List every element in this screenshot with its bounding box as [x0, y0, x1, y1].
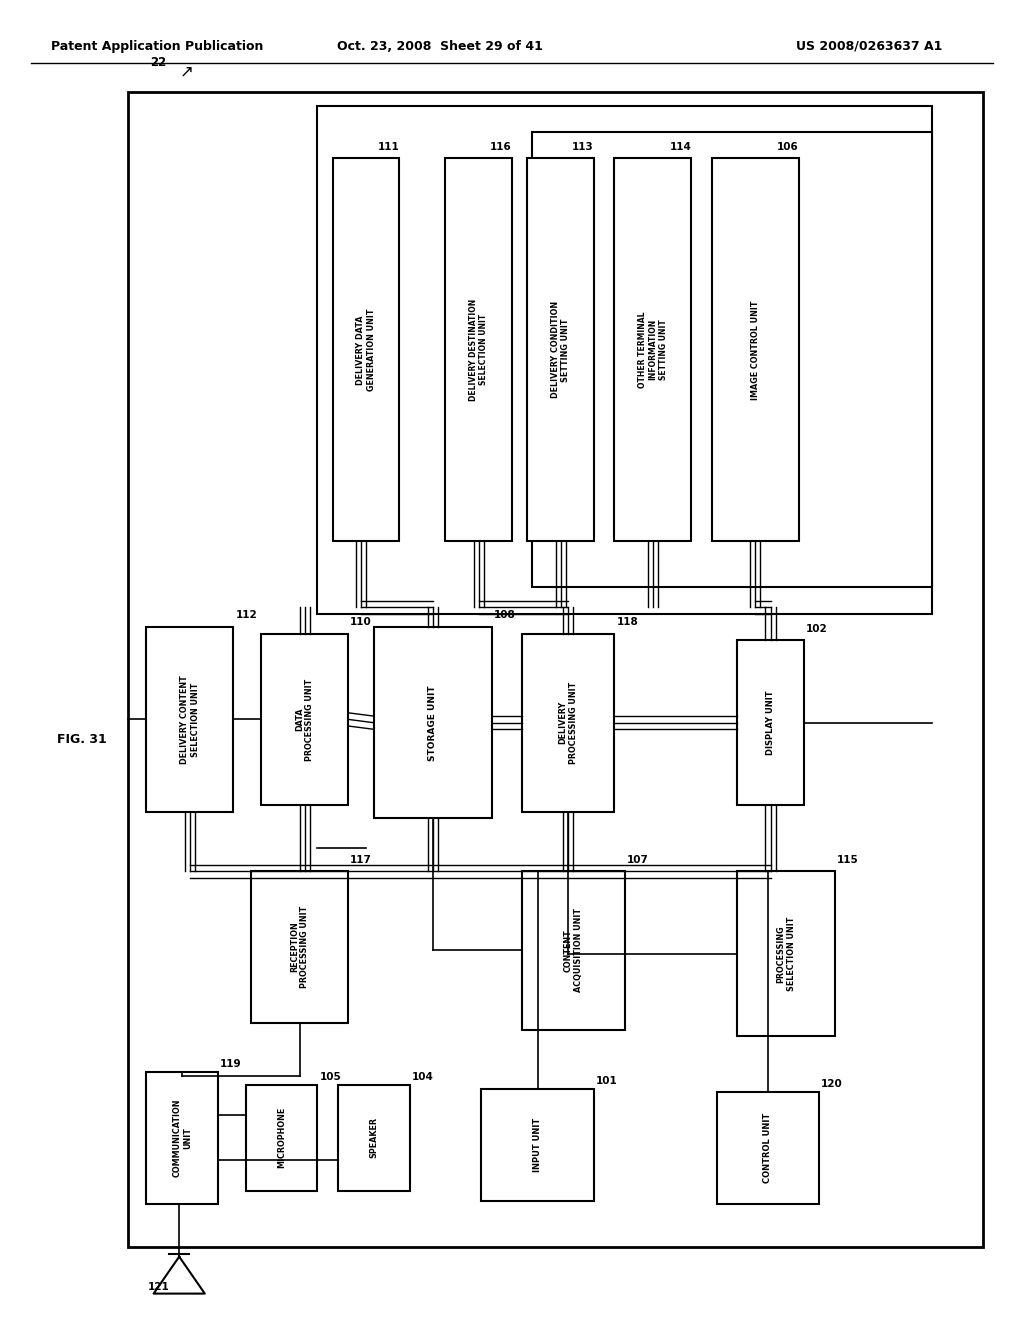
Text: 116: 116 [490, 141, 512, 152]
Text: 115: 115 [837, 854, 858, 865]
FancyBboxPatch shape [251, 871, 348, 1023]
FancyBboxPatch shape [338, 1085, 410, 1191]
Text: STORAGE UNIT: STORAGE UNIT [428, 685, 437, 760]
Text: Patent Application Publication: Patent Application Publication [51, 40, 263, 53]
FancyBboxPatch shape [374, 627, 492, 818]
FancyBboxPatch shape [146, 627, 233, 812]
FancyBboxPatch shape [246, 1085, 317, 1191]
FancyBboxPatch shape [532, 132, 932, 587]
Text: DELIVERY
PROCESSING UNIT: DELIVERY PROCESSING UNIT [559, 681, 578, 764]
FancyBboxPatch shape [317, 106, 932, 614]
Text: 114: 114 [670, 141, 691, 152]
Text: DATA
PROCESSING UNIT: DATA PROCESSING UNIT [295, 678, 314, 760]
Text: CONTROL UNIT: CONTROL UNIT [764, 1113, 772, 1183]
FancyBboxPatch shape [445, 158, 512, 541]
Text: 22: 22 [151, 55, 167, 69]
Text: MICROPHONE: MICROPHONE [278, 1107, 286, 1168]
Text: 117: 117 [350, 854, 372, 865]
Text: INPUT UNIT: INPUT UNIT [534, 1118, 542, 1172]
FancyBboxPatch shape [522, 634, 614, 812]
FancyBboxPatch shape [146, 1072, 218, 1204]
Text: 108: 108 [494, 610, 515, 620]
Text: 107: 107 [627, 854, 648, 865]
Text: 118: 118 [616, 616, 638, 627]
Text: 102: 102 [806, 623, 827, 634]
Text: US 2008/0263637 A1: US 2008/0263637 A1 [796, 40, 942, 53]
Text: COMMUNICATION
UNIT: COMMUNICATION UNIT [173, 1098, 191, 1177]
Text: 101: 101 [596, 1076, 617, 1086]
Text: 106: 106 [777, 141, 799, 152]
Text: DISPLAY UNIT: DISPLAY UNIT [766, 690, 775, 755]
Text: DELIVERY DATA
GENERATION UNIT: DELIVERY DATA GENERATION UNIT [356, 309, 376, 391]
Text: CONTENT
ACQUISITION UNIT: CONTENT ACQUISITION UNIT [564, 908, 583, 993]
Text: 113: 113 [572, 141, 594, 152]
FancyBboxPatch shape [712, 158, 799, 541]
FancyBboxPatch shape [737, 640, 804, 805]
FancyBboxPatch shape [527, 158, 594, 541]
Text: DELIVERY CONTENT
SELECTION UNIT: DELIVERY CONTENT SELECTION UNIT [180, 675, 200, 764]
Text: DELIVERY DESTINATION
SELECTION UNIT: DELIVERY DESTINATION SELECTION UNIT [469, 298, 488, 401]
Text: 119: 119 [220, 1059, 242, 1069]
FancyBboxPatch shape [261, 634, 348, 805]
Text: 105: 105 [319, 1072, 341, 1082]
FancyBboxPatch shape [614, 158, 691, 541]
FancyBboxPatch shape [522, 871, 625, 1030]
FancyBboxPatch shape [128, 92, 983, 1247]
Text: PROCESSING
SELECTION UNIT: PROCESSING SELECTION UNIT [776, 916, 796, 991]
Text: IMAGE CONTROL UNIT: IMAGE CONTROL UNIT [751, 300, 760, 400]
Text: 121: 121 [147, 1282, 170, 1292]
FancyBboxPatch shape [737, 871, 835, 1036]
Text: FIG. 31: FIG. 31 [57, 733, 106, 746]
Text: OTHER TERMINAL
INFORMATION
SETTING UNIT: OTHER TERMINAL INFORMATION SETTING UNIT [638, 312, 668, 388]
Text: 112: 112 [236, 610, 257, 620]
Text: $\nearrow$: $\nearrow$ [176, 63, 193, 82]
Text: DELIVERY CONDITION
SETTING UNIT: DELIVERY CONDITION SETTING UNIT [551, 301, 570, 399]
Text: Oct. 23, 2008  Sheet 29 of 41: Oct. 23, 2008 Sheet 29 of 41 [337, 40, 544, 53]
Text: SPEAKER: SPEAKER [370, 1117, 378, 1159]
Text: 110: 110 [350, 616, 372, 627]
FancyBboxPatch shape [333, 158, 399, 541]
FancyBboxPatch shape [717, 1092, 819, 1204]
Text: 111: 111 [378, 141, 399, 152]
Text: 120: 120 [821, 1078, 843, 1089]
FancyBboxPatch shape [481, 1089, 594, 1201]
Text: 104: 104 [412, 1072, 433, 1082]
Text: RECEPTION
PROCESSING UNIT: RECEPTION PROCESSING UNIT [290, 906, 309, 989]
